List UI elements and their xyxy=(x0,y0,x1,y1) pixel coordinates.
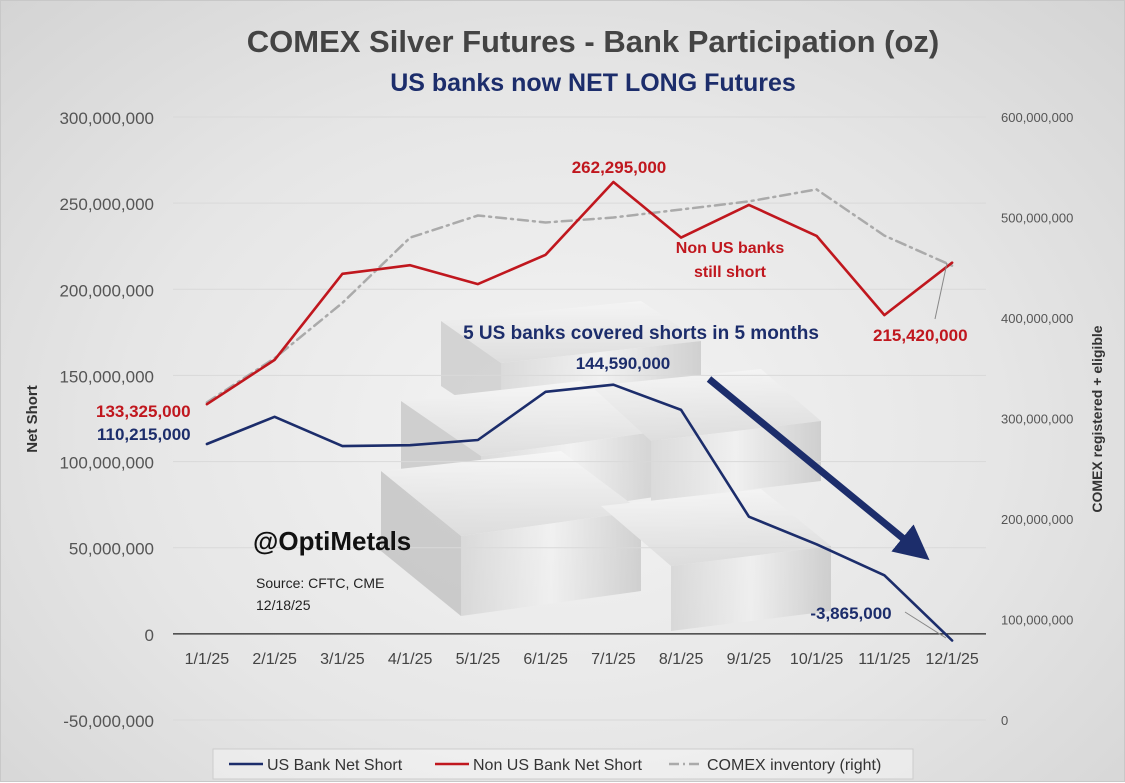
y-axis-title: Net Short xyxy=(24,385,41,453)
y-tick-label: 300,000,000 xyxy=(59,109,154,128)
annotation-nonus-note-line1: Non US banks xyxy=(676,240,785,257)
chart-title: COMEX Silver Futures - Bank Participatio… xyxy=(247,24,939,59)
y2-tick-label: 400,000,000 xyxy=(1001,311,1073,326)
y2-tick-label: 0 xyxy=(1001,713,1008,728)
y2-tick-label: 500,000,000 xyxy=(1001,211,1073,226)
x-tick-label: 8/1/25 xyxy=(659,651,704,668)
trend-arrow xyxy=(706,376,930,561)
chart-subtitle: US banks now NET LONG Futures xyxy=(390,69,796,97)
annotation-us-last: -3,865,000 xyxy=(810,604,891,623)
x-tick-label: 12/1/25 xyxy=(925,651,978,668)
legend-box xyxy=(212,748,914,780)
y2-tick-label: 200,000,000 xyxy=(1001,512,1073,527)
y2-tick-label: 300,000,000 xyxy=(1001,412,1073,427)
y-tick-label: 200,000,000 xyxy=(59,281,154,300)
x-tick-label: 7/1/25 xyxy=(591,651,636,668)
y-tick-label: 0 xyxy=(145,626,154,645)
annotation-nonus-last-leader xyxy=(934,262,948,320)
x-tick-label: 9/1/25 xyxy=(727,651,772,668)
source-line-2: 12/18/25 xyxy=(256,597,311,613)
x-tick-label: 2/1/25 xyxy=(252,651,297,668)
annotation-us-first: 110,215,000 xyxy=(97,425,191,444)
gridlines: -50,000,000 0 50,000,000 100,000,000 150,000… xyxy=(59,109,1073,731)
annotation-nonus-last: 215,420,000 xyxy=(873,326,968,345)
annotation-us-last-leader xyxy=(904,611,947,639)
legend-label-nonus: Non US Bank Net Short xyxy=(473,757,643,774)
x-tick-label: 5/1/25 xyxy=(456,651,501,668)
y-tick-label: 100,000,000 xyxy=(59,454,154,473)
y2-tick-label: 600,000,000 xyxy=(1001,110,1073,125)
legend-label-us: US Bank Net Short xyxy=(267,757,403,774)
annotation-us-note: 5 US banks covered shorts in 5 months xyxy=(463,323,819,344)
x-tick-label: 3/1/25 xyxy=(320,651,365,668)
annotation-nonus-note-line2: still short xyxy=(694,264,767,281)
x-tick-label: 10/1/25 xyxy=(790,651,843,668)
y-tick-label: -50,000,000 xyxy=(63,712,154,731)
annotation-nonus-first: 133,325,000 xyxy=(96,402,191,421)
x-tick-label: 4/1/25 xyxy=(388,651,433,668)
x-tick-label: 6/1/25 xyxy=(523,651,568,668)
y-tick-label: 150,000,000 xyxy=(59,367,154,386)
source-line-1: Source: CFTC, CME xyxy=(256,575,384,591)
series-line-us-bank-net-short xyxy=(205,383,954,642)
legend-label-inventory: COMEX inventory (right) xyxy=(707,757,881,774)
series-lines xyxy=(205,180,954,642)
legend: US Bank Net Short Non US Bank Net Short … xyxy=(212,748,914,780)
x-tick-label: 1/1/25 xyxy=(185,651,230,668)
series-line-non-us-bank-net-short xyxy=(205,180,954,406)
y-tick-label: 50,000,000 xyxy=(69,540,154,559)
annotation-nonus-peak: 262,295,000 xyxy=(572,158,667,177)
annotation-us-peak: 144,590,000 xyxy=(576,354,671,373)
x-tick-label: 11/1/25 xyxy=(858,651,910,668)
y2-tick-label: 100,000,000 xyxy=(1001,613,1073,628)
y-tick-label: 250,000,000 xyxy=(59,195,154,214)
y2-axis-title: COMEX registered + eligible xyxy=(1089,325,1105,512)
watermark: @OptiMetals xyxy=(253,526,411,556)
silver-bars-illustration xyxy=(381,301,831,631)
